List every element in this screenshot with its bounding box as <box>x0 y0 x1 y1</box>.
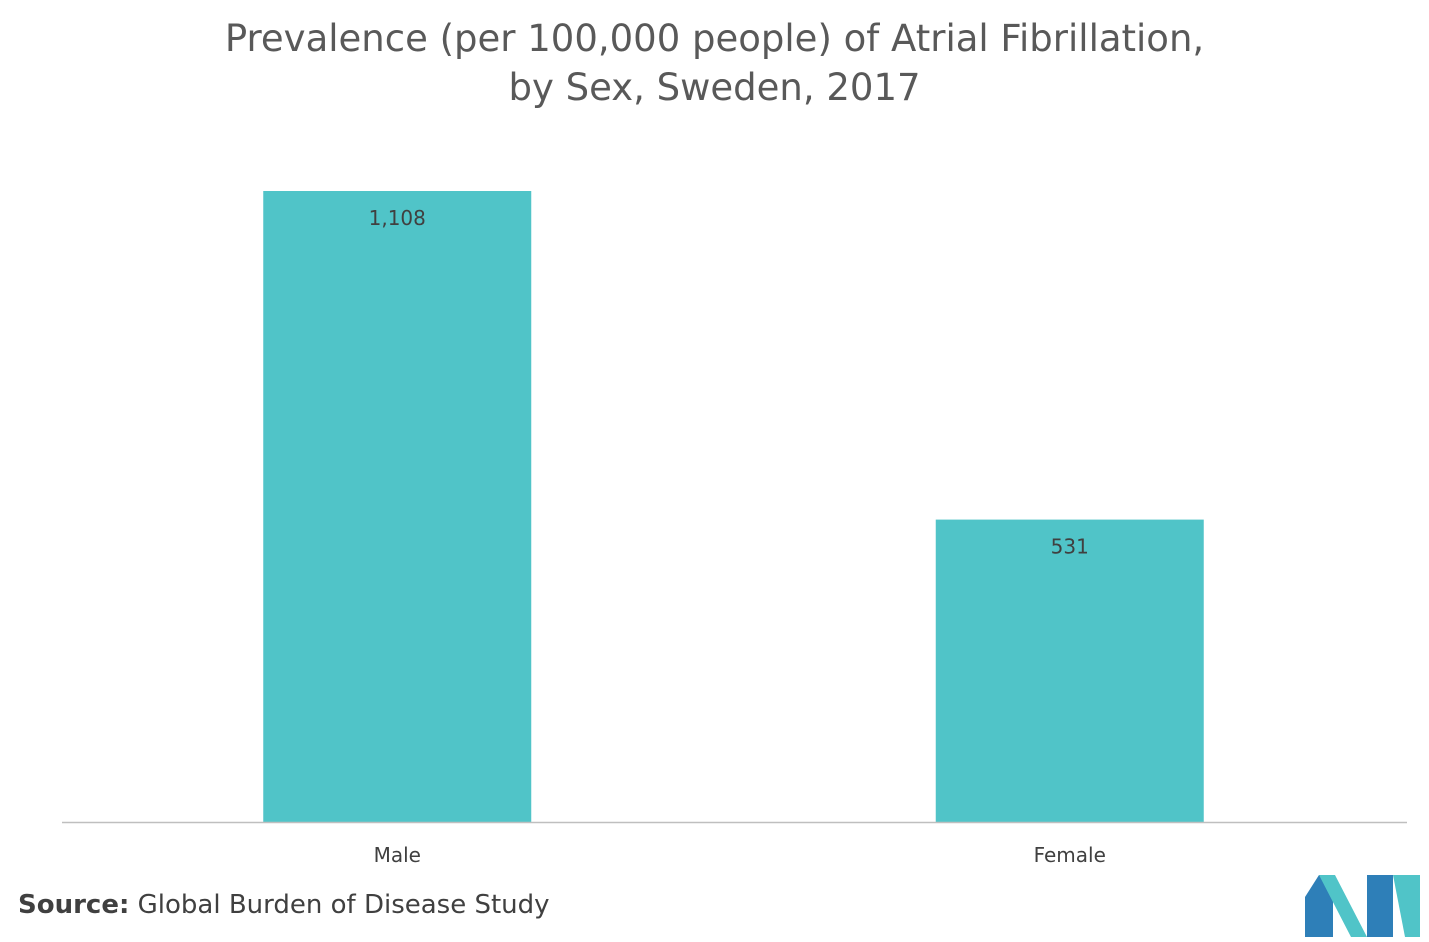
data-label-female: 531 <box>1051 535 1089 559</box>
bar-male <box>263 191 532 822</box>
bar-female <box>935 519 1204 822</box>
source-text: Global Burden of Disease Study <box>137 890 550 920</box>
bar-chart: 1,108 Male 531 Female <box>62 191 1407 867</box>
chart-title-line-2: by Sex, Sweden, 2017 <box>508 66 921 109</box>
chart-title: Prevalence (per 100,000 people) of Atria… <box>0 14 1429 112</box>
source-label: Source: <box>18 890 130 920</box>
logo-shape-accent <box>1393 875 1420 937</box>
logo-shape-mid <box>1319 875 1367 937</box>
labels-layer: 1,108 Male 531 Female <box>369 206 1106 867</box>
logo-shape-left <box>1305 875 1333 937</box>
bars-layer <box>263 191 1204 822</box>
data-label-male: 1,108 <box>369 206 426 230</box>
source-note: Source: Global Burden of Disease Study <box>18 890 550 920</box>
logo-shape-right <box>1367 875 1393 937</box>
category-label-male: Male <box>374 843 421 867</box>
category-label-female: Female <box>1034 843 1106 867</box>
chart-title-line-1: Prevalence (per 100,000 people) of Atria… <box>224 17 1205 60</box>
brand-logo <box>1305 875 1420 937</box>
